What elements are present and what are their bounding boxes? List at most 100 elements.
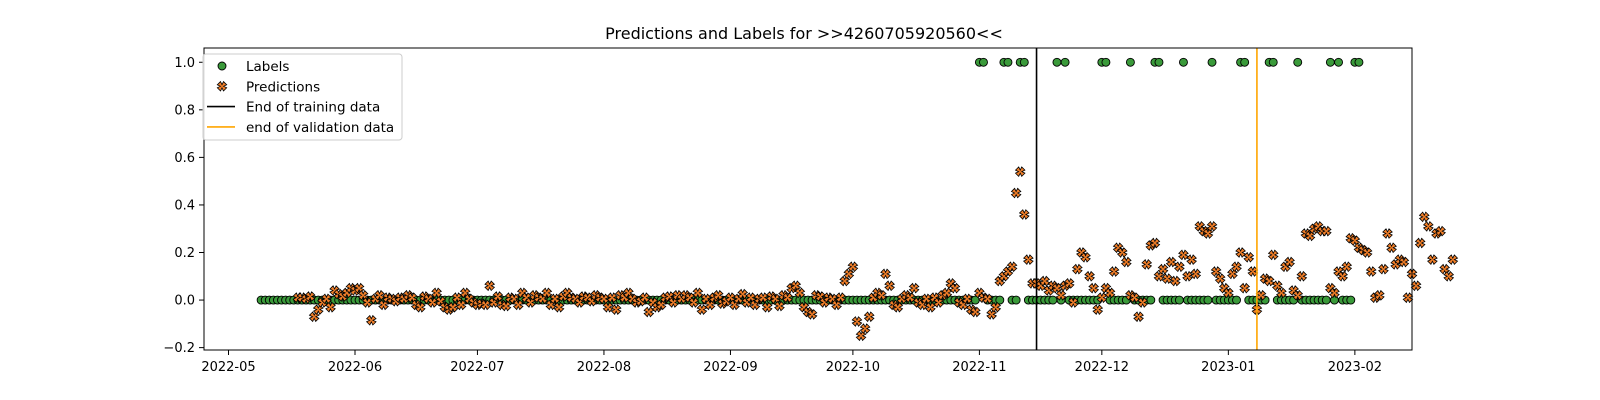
label-point bbox=[979, 57, 988, 67]
prediction-point bbox=[1022, 254, 1034, 266]
prediction-point bbox=[1190, 268, 1202, 280]
prediction-point bbox=[1080, 251, 1091, 263]
prediction-point bbox=[782, 292, 793, 304]
prediction-point bbox=[549, 293, 561, 305]
x-tick-label: 2022-07 bbox=[450, 360, 504, 375]
label-point bbox=[1146, 295, 1156, 305]
prediction-point bbox=[1186, 254, 1198, 266]
prediction-point bbox=[512, 299, 524, 311]
series-labels bbox=[256, 57, 1364, 305]
prediction-point bbox=[1222, 287, 1234, 299]
prediction-point bbox=[541, 287, 553, 299]
prediction-point bbox=[1006, 261, 1018, 273]
label-point bbox=[1019, 57, 1029, 67]
prediction-point bbox=[847, 261, 859, 273]
label-point bbox=[1240, 57, 1250, 67]
x-tick-label: 2022-10 bbox=[826, 360, 880, 375]
prediction-point bbox=[447, 301, 459, 313]
prediction-point bbox=[1284, 256, 1295, 268]
prediction-point bbox=[712, 289, 724, 301]
label-point bbox=[1154, 57, 1164, 67]
prediction-point bbox=[431, 287, 443, 299]
prediction-point bbox=[969, 306, 981, 318]
x-axis: 2022-05 2022-06 2022-07 2022-08 2022-09 2022-… bbox=[201, 350, 1382, 375]
prediction-point bbox=[361, 297, 373, 308]
prediction-point bbox=[863, 311, 875, 323]
prediction-point bbox=[1133, 311, 1144, 323]
prediction-point bbox=[1010, 187, 1022, 199]
label-point bbox=[1048, 295, 1058, 305]
label-point bbox=[1052, 57, 1062, 67]
prediction-point bbox=[692, 287, 704, 299]
prediction-point bbox=[696, 304, 708, 315]
prediction-point bbox=[1382, 228, 1393, 239]
prediction-point bbox=[414, 301, 426, 313]
prediction-point bbox=[1071, 263, 1083, 275]
label-point bbox=[1011, 295, 1021, 305]
prediction-point bbox=[1365, 266, 1377, 277]
x-tick-label: 2022-08 bbox=[577, 360, 631, 375]
prediction-point bbox=[876, 289, 887, 301]
x-tick-label: 2023-01 bbox=[1201, 360, 1255, 375]
prediction-point bbox=[961, 293, 973, 305]
prediction-point bbox=[1435, 225, 1446, 237]
prediction-point bbox=[1108, 266, 1120, 277]
prediction-point bbox=[1063, 278, 1075, 289]
y-tick-label: 0.4 bbox=[174, 198, 195, 213]
legend-labels-marker bbox=[217, 61, 227, 71]
prediction-point bbox=[1386, 242, 1397, 254]
y-axis: −0.2 0.0 0.2 0.4 0.6 0.8 1.0 bbox=[163, 56, 204, 356]
axes-frame bbox=[203, 47, 1413, 351]
x-tick-label: 2022-09 bbox=[703, 360, 757, 375]
prediction-point bbox=[304, 291, 316, 302]
prediction-point bbox=[1239, 282, 1251, 294]
legend-box bbox=[202, 53, 403, 141]
prediction-point bbox=[949, 282, 961, 294]
label-point bbox=[1174, 295, 1184, 305]
prediction-point bbox=[925, 301, 936, 313]
label-point bbox=[1334, 57, 1343, 67]
prediction-point bbox=[1206, 220, 1218, 232]
label-point bbox=[1232, 295, 1241, 305]
legend-label: Labels bbox=[246, 59, 289, 75]
legend-label: End of training data bbox=[246, 100, 380, 116]
prediction-point bbox=[1427, 254, 1438, 266]
prediction-point bbox=[1018, 209, 1030, 220]
prediction-point bbox=[1088, 282, 1100, 294]
prediction-point bbox=[982, 293, 993, 305]
y-tick-label: 1.0 bbox=[174, 56, 195, 71]
prediction-point bbox=[1296, 270, 1308, 282]
y-tick-label: 0.0 bbox=[174, 294, 195, 309]
prediction-point bbox=[553, 301, 565, 313]
prediction-point bbox=[1447, 254, 1459, 266]
x-tick-label: 2023-02 bbox=[1328, 360, 1382, 375]
prediction-point bbox=[1116, 247, 1128, 258]
prediction-point bbox=[365, 314, 377, 326]
prediction-point bbox=[1378, 263, 1389, 275]
prediction-point bbox=[990, 301, 1002, 313]
prediction-point bbox=[1422, 220, 1434, 232]
label-point bbox=[1179, 57, 1188, 67]
label-point bbox=[1207, 57, 1217, 67]
prediction-point bbox=[1402, 292, 1414, 304]
label-point bbox=[1330, 295, 1339, 305]
prediction-point bbox=[1414, 237, 1426, 249]
prediction-point bbox=[1410, 280, 1422, 292]
label-point bbox=[1101, 57, 1111, 67]
label-point bbox=[1293, 57, 1303, 67]
prediction-point bbox=[1373, 289, 1385, 301]
x-tick-label: 2022-12 bbox=[1075, 360, 1129, 375]
prediction-point bbox=[1137, 297, 1149, 308]
prediction-point bbox=[688, 297, 700, 308]
y-tick-label: −0.2 bbox=[163, 341, 195, 356]
prediction-point bbox=[643, 306, 655, 318]
legend-label: end of validation data bbox=[246, 120, 394, 136]
prediction-point bbox=[1149, 237, 1161, 249]
x-tick-label: 2022-11 bbox=[952, 360, 1006, 375]
prediction-point bbox=[806, 308, 818, 320]
x-tick-label: 2022-06 bbox=[328, 360, 382, 375]
prediction-point bbox=[1173, 261, 1185, 273]
label-point bbox=[1321, 295, 1331, 305]
legend-label: Predictions bbox=[246, 79, 320, 95]
prediction-point bbox=[480, 299, 491, 311]
